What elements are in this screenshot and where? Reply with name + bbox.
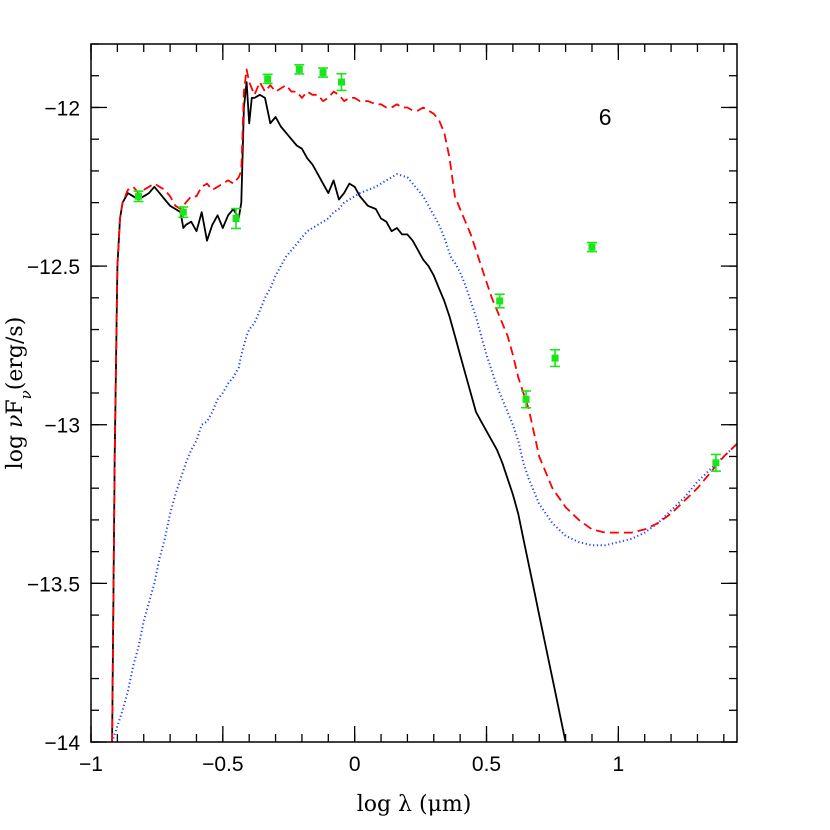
- point-marker: [295, 65, 303, 73]
- x-tick-labels: −1 −0.5 0 0.5 1: [79, 753, 624, 776]
- x-tick-label: 0.5: [472, 753, 501, 776]
- data-point: [231, 207, 242, 230]
- x-tick-label: −1: [79, 753, 103, 776]
- point-marker: [712, 459, 720, 467]
- axis-ticks: [90, 43, 737, 743]
- point-marker: [264, 75, 272, 83]
- x-tick-label: 1: [613, 753, 625, 776]
- point-marker: [588, 243, 596, 251]
- y-axis-label-f: F: [3, 399, 28, 414]
- data-point: [336, 72, 347, 92]
- series-line-dashed: [111, 68, 737, 742]
- point-marker: [179, 208, 187, 216]
- y-tick-label: −13.5: [27, 573, 80, 596]
- x-tick-label: 0: [349, 753, 361, 776]
- x-tick-label: −0.5: [202, 753, 243, 776]
- data-point: [178, 206, 189, 219]
- data-points-layer: [133, 64, 721, 472]
- y-tick-label: −12: [44, 97, 80, 120]
- y-axis-label-post: (erg/s): [3, 317, 28, 391]
- series-line-solid: [111, 81, 567, 742]
- y-axis-label-sub: ν: [17, 390, 35, 399]
- panel-annotation: 6: [599, 104, 612, 130]
- point-marker: [337, 78, 345, 86]
- point-marker: [522, 395, 530, 403]
- data-point: [262, 73, 273, 85]
- data-point: [294, 64, 305, 75]
- y-tick-label: −13: [44, 415, 80, 438]
- point-marker: [134, 192, 142, 200]
- plot-frame: [90, 43, 738, 743]
- series-layer: [111, 68, 737, 742]
- y-axis-label-pre: log: [3, 428, 28, 469]
- data-point: [133, 190, 144, 203]
- data-point: [586, 241, 597, 253]
- series-line-dotted: [111, 173, 737, 742]
- y-tick-label: −14: [44, 732, 80, 755]
- data-point: [318, 67, 329, 78]
- point-marker: [232, 215, 240, 222]
- data-point: [494, 293, 505, 309]
- data-point: [710, 453, 721, 472]
- y-axis-label: log νFν(erg/s): [3, 317, 35, 470]
- y-tick-labels: −12 −12.5 −13 −13.5 −14: [27, 97, 80, 755]
- y-axis-label-nu: ν: [3, 415, 28, 428]
- x-axis-label: log λ (μm): [357, 792, 472, 817]
- point-marker: [551, 354, 559, 362]
- y-tick-label: −12.5: [27, 256, 80, 279]
- data-point: [550, 348, 561, 368]
- point-marker: [496, 297, 504, 305]
- point-marker: [319, 69, 327, 77]
- data-point: [521, 390, 532, 409]
